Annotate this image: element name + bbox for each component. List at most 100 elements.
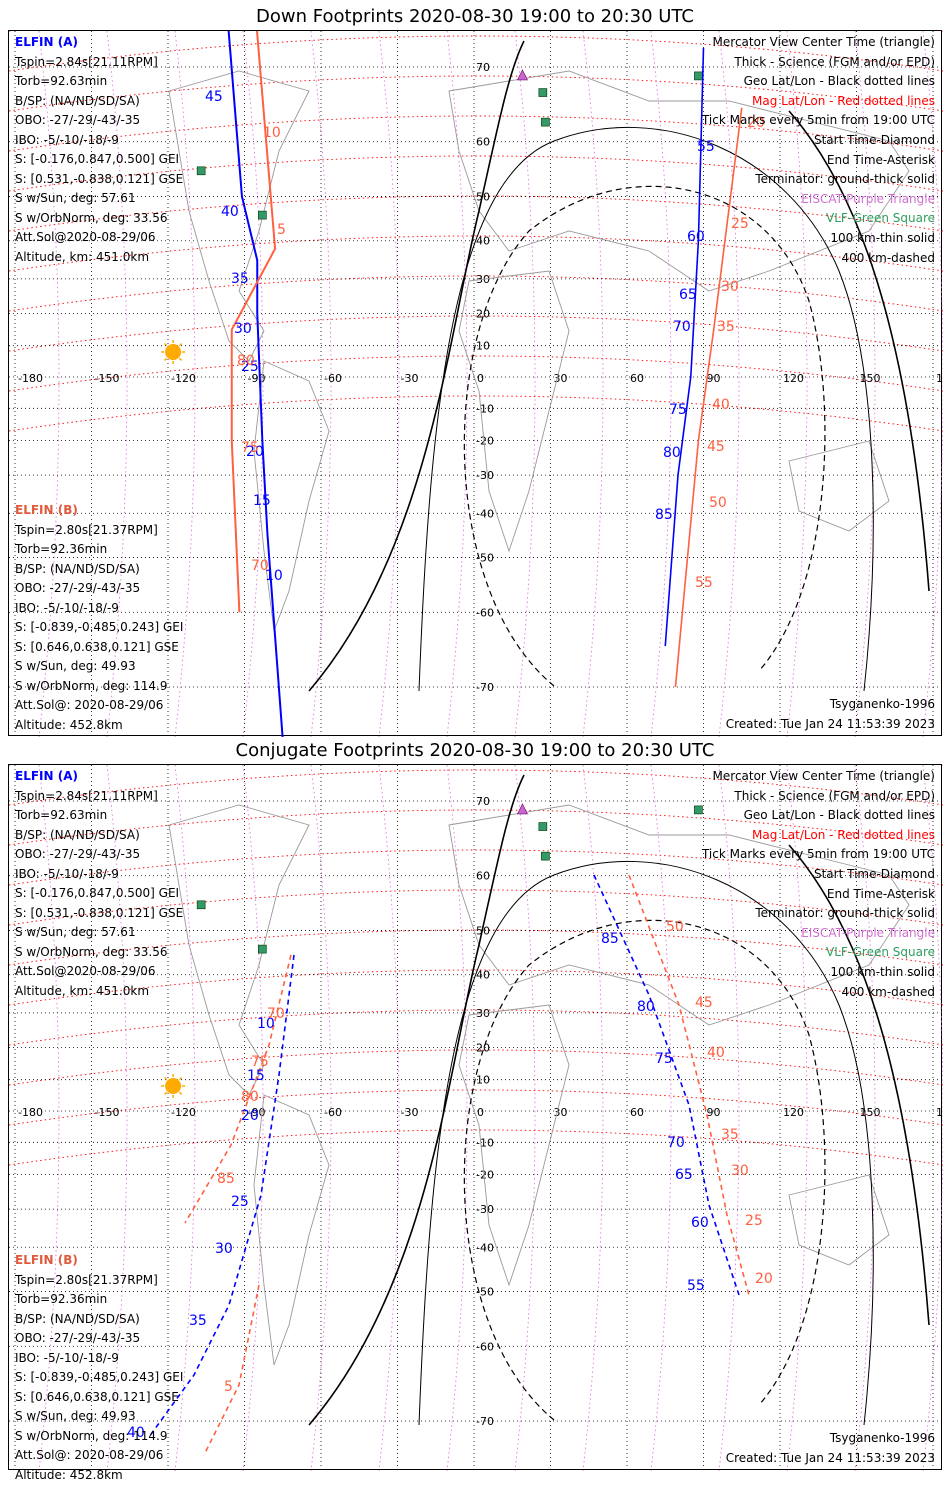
elfin-a-tick-label: 60 [687, 229, 705, 245]
elfin-a-tick-label: 40 [127, 1425, 145, 1441]
elfin-b-tick-label: 75 [251, 1054, 269, 1070]
lon-tick-label: 90 [707, 1106, 721, 1119]
terminator-ground [308, 40, 525, 692]
elfin-b-tick-label: 70 [251, 558, 269, 574]
info-line: S: [0.646,0.638,0.121] GSE [15, 1389, 179, 1404]
lon-tick-label: -120 [171, 1106, 196, 1119]
mag-lon-line [310, 31, 332, 737]
lat-tick-label: -20 [476, 435, 494, 448]
elfin-b-tick-label: 5 [224, 1379, 233, 1395]
lon-tick-label: -150 [95, 1106, 120, 1119]
legend-item: Thick - Science (FGM and/or EPD) [734, 54, 935, 69]
mag-lon-line [786, 765, 808, 1471]
mag-lon-line [106, 31, 128, 737]
elfin-b-tick-label: 5 [277, 222, 286, 238]
mag-lon-line [174, 765, 196, 1471]
legend: Mercator View Center Time (triangle) Thi… [702, 33, 935, 268]
sun-ray [178, 342, 183, 347]
elfin-b-tick-label: 20 [747, 115, 765, 131]
panel-title-down: Down Footprints 2020-08-30 19:00 to 20:3… [256, 6, 694, 27]
elfin-b-tick-label: 70 [267, 1006, 285, 1022]
lat-tick-label: -60 [476, 606, 494, 619]
mag-lat-line [9, 769, 943, 806]
elfin-b-tick-label: 55 [695, 575, 713, 591]
legend-item: 400 km-dashed [841, 984, 935, 999]
info-line: Tspin=2.84s[21.11RPM] [15, 788, 158, 803]
lon-tick-label: -60 [324, 372, 342, 385]
info-line: Tspin=2.84s[21.11RPM] [15, 54, 158, 69]
mag-lon-line [718, 765, 740, 1471]
elfin-b-tick-label: 75 [241, 440, 259, 456]
lon-tick-label: -30 [401, 1106, 419, 1119]
elfin-b-tick-label: 20 [755, 1271, 773, 1287]
mag-lat-line [9, 1009, 943, 1046]
continent-outline [253, 1094, 330, 1366]
legend-item: Start Time-Diamond [813, 866, 935, 881]
lon-tick-label: 30 [554, 1106, 568, 1119]
map-svg-conjugate: -180 -150 -120 -90 -60 -30 0 30 60 90 120 150 180 70 6… [9, 765, 943, 1471]
lat-tick-label: 40 [476, 235, 490, 248]
elfin-a-tick-label: 45 [205, 89, 223, 105]
continent-outline [788, 440, 890, 532]
terminator-ground-east [788, 110, 930, 592]
eiscat-triangle-icon [516, 69, 528, 81]
info-line: S: [-0.176,0.847,0.500] GEI [15, 152, 180, 166]
lon-tick-label: -90 [248, 1106, 266, 1119]
info-line: Att.Sol@: 2020-08-29/06 [15, 1448, 164, 1462]
lat-tick-label: 20 [476, 307, 490, 320]
lon-tick-label: 150 [860, 372, 881, 385]
mag-lon-line [854, 31, 876, 737]
elfin-b-tick-label: 80 [241, 1089, 259, 1105]
elfin-a-tick-label: 80 [663, 445, 681, 461]
lat-tick-label: -10 [476, 1136, 494, 1149]
elfin-b-tick-label: 30 [721, 279, 739, 295]
lat-tick-label: -20 [476, 1169, 494, 1182]
elfin-a-track [148, 954, 295, 1438]
elfin-b-track [203, 1284, 260, 1456]
terminator-100km [418, 861, 874, 1426]
info-line: Altitude, km: 451.0km [15, 249, 150, 264]
legend-item: Mercator View Center Time (triangle) [712, 35, 935, 49]
sun-ray [164, 1091, 168, 1095]
elfin-b-header: ELFIN (B) [15, 1253, 78, 1267]
mag-lat-line [9, 115, 943, 152]
info-line: S: [-0.176,0.847,0.500] GEI [15, 886, 180, 900]
sun-ray [178, 1076, 183, 1081]
vlf-square-icon [541, 117, 550, 127]
elfin-a-tick-label: 35 [231, 271, 249, 287]
info-line: Att.Sol@: 2020-08-29/06 [15, 698, 164, 712]
info-line: S w/OrbNorm, deg: 33.56 [15, 944, 168, 959]
legend-item: Tick Marks every 5min from 19:00 UTC [701, 847, 935, 862]
model-label: Tsyganenko-1996 [829, 697, 935, 711]
elfin-a-tick-label: 65 [679, 287, 697, 303]
lon-tick-label: 150 [860, 1106, 881, 1119]
legend-item: EISCAT-Purple Triangle [801, 925, 935, 940]
lat-tick-label: 60 [476, 136, 490, 149]
terminator-400km [463, 185, 826, 687]
elfin-a-info: ELFIN (A) Tspin=2.84s[21.11RPM] Torb=92.… [15, 767, 183, 1001]
elfin-a-tick-label: 15 [247, 1068, 265, 1084]
elfin-a-track [227, 31, 284, 737]
elfin-a-tick-label: 30 [215, 1241, 233, 1257]
legend-item: Terminator: ground-thick solid [755, 172, 935, 187]
elfin-a-tick-label: 25 [231, 1194, 249, 1210]
lon-tick-label: -180 [18, 372, 43, 385]
map-panel-down: -180-150-120-90-60-300306090120150180706… [8, 30, 943, 737]
info-line: Altitude: 452.8km [15, 1467, 123, 1482]
elfin-a-header: ELFIN (A) [15, 35, 78, 49]
info-line: Torb=92.36min [15, 542, 108, 556]
info-line: Altitude, km: 451.0km [15, 983, 150, 998]
lat-tick-label: -50 [476, 1286, 494, 1299]
mag-lat-line [9, 889, 943, 926]
elfin-a-tick-label: 25 [241, 359, 259, 375]
sun-ray [164, 357, 168, 361]
mag-lon-line [106, 765, 128, 1471]
info-line: Tspin=2.80s[21.37RPM] [15, 1272, 158, 1287]
lat-tick-label: -10 [476, 402, 494, 415]
lat-tick-label: -70 [476, 1415, 494, 1428]
info-line: Tspin=2.80s[21.37RPM] [15, 522, 158, 537]
info-line: B/SP: (NA/ND/SD/SA) [15, 827, 140, 842]
legend-item: 400 km-dashed [841, 250, 935, 265]
info-line: OBO: -27/-29/-43/-35 [15, 581, 141, 595]
info-line: OBO: -27/-29/-43/-35 [15, 847, 141, 861]
